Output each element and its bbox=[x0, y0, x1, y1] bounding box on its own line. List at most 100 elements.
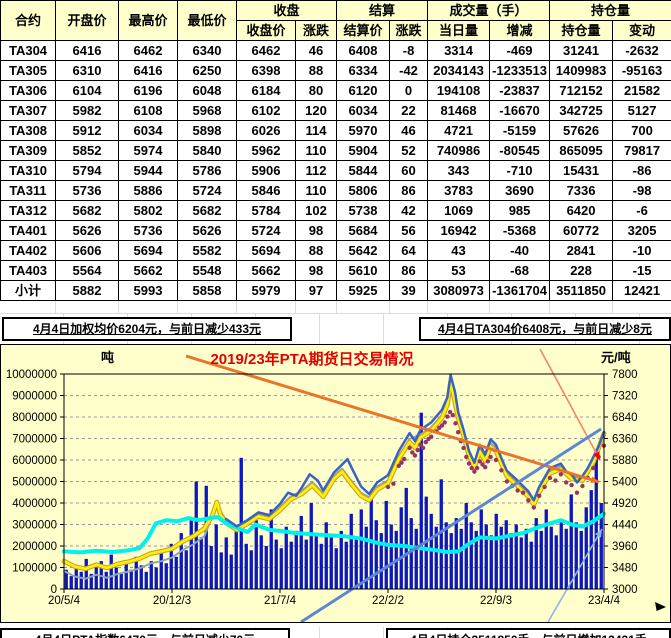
value-cell[interactable]: 46 bbox=[294, 40, 338, 61]
value-cell[interactable]: 5906 bbox=[236, 160, 296, 181]
value-cell[interactable]: 5974 bbox=[118, 140, 178, 161]
value-cell[interactable]: 53 bbox=[427, 260, 491, 281]
value-cell[interactable]: 7336 bbox=[549, 180, 614, 201]
value-cell[interactable]: 5784 bbox=[236, 200, 296, 221]
value-cell[interactable]: -6 bbox=[612, 200, 671, 221]
contract-cell[interactable]: TA401 bbox=[0, 220, 56, 241]
value-cell[interactable]: 6416 bbox=[118, 60, 178, 81]
value-cell[interactable]: 15431 bbox=[549, 160, 614, 181]
value-cell[interactable]: 22 bbox=[389, 100, 429, 121]
value-cell[interactable]: 5682 bbox=[177, 200, 237, 221]
value-cell[interactable]: 6196 bbox=[118, 80, 178, 101]
contract-cell[interactable]: TA310 bbox=[0, 160, 56, 181]
value-cell[interactable]: 5852 bbox=[55, 140, 119, 161]
value-cell[interactable]: 6310 bbox=[55, 60, 119, 81]
value-cell[interactable]: 0 bbox=[389, 80, 429, 101]
value-cell[interactable]: 86 bbox=[389, 180, 429, 201]
value-cell[interactable]: 2841 bbox=[549, 240, 614, 261]
value-cell[interactable]: 86 bbox=[389, 260, 429, 281]
contract-cell[interactable]: TA402 bbox=[0, 240, 56, 261]
value-cell[interactable]: 5925 bbox=[336, 280, 391, 301]
value-cell[interactable]: 5886 bbox=[118, 180, 178, 201]
contract-cell[interactable]: TA308 bbox=[0, 120, 56, 141]
value-cell[interactable]: 56 bbox=[389, 220, 429, 241]
value-cell[interactable]: 5898 bbox=[177, 120, 237, 141]
value-cell[interactable]: 3314 bbox=[427, 40, 491, 61]
value-cell[interactable]: 5610 bbox=[336, 260, 391, 281]
value-cell[interactable]: 98 bbox=[294, 220, 338, 241]
value-cell[interactable]: 5738 bbox=[336, 200, 391, 221]
value-cell[interactable]: 985 bbox=[489, 200, 551, 221]
value-cell[interactable]: -8 bbox=[389, 40, 429, 61]
value-cell[interactable]: 6462 bbox=[236, 40, 296, 61]
value-cell[interactable]: 5127 bbox=[612, 100, 671, 121]
value-cell[interactable]: 81468 bbox=[427, 100, 491, 121]
value-cell[interactable]: 5962 bbox=[236, 140, 296, 161]
value-cell[interactable]: 43 bbox=[427, 240, 491, 261]
value-cell[interactable]: 6398 bbox=[236, 60, 296, 81]
value-cell[interactable]: -23837 bbox=[489, 80, 551, 101]
contract-cell[interactable]: TA403 bbox=[0, 260, 56, 281]
contract-cell[interactable]: TA312 bbox=[0, 200, 56, 221]
value-cell[interactable]: 5882 bbox=[55, 280, 119, 301]
value-cell[interactable]: 5993 bbox=[118, 280, 178, 301]
value-cell[interactable]: -95163 bbox=[612, 60, 671, 81]
value-cell[interactable]: 5786 bbox=[177, 160, 237, 181]
value-cell[interactable]: 79817 bbox=[612, 140, 671, 161]
value-cell[interactable]: -40 bbox=[489, 240, 551, 261]
value-cell[interactable]: 5846 bbox=[236, 180, 296, 201]
value-cell[interactable]: 97 bbox=[294, 280, 338, 301]
value-cell[interactable]: -469 bbox=[489, 40, 551, 61]
value-cell[interactable]: -80545 bbox=[489, 140, 551, 161]
value-cell[interactable]: 6416 bbox=[55, 40, 119, 61]
value-cell[interactable]: 6334 bbox=[336, 60, 391, 81]
value-cell[interactable]: -10 bbox=[612, 240, 671, 261]
value-cell[interactable]: -15 bbox=[612, 260, 671, 281]
value-cell[interactable]: 5724 bbox=[177, 180, 237, 201]
value-cell[interactable]: 88 bbox=[294, 60, 338, 81]
value-cell[interactable]: 1409983 bbox=[549, 60, 614, 81]
value-cell[interactable]: 5606 bbox=[55, 240, 119, 261]
value-cell[interactable]: 5662 bbox=[236, 260, 296, 281]
value-cell[interactable]: 5626 bbox=[177, 220, 237, 241]
value-cell[interactable]: 5858 bbox=[177, 280, 237, 301]
value-cell[interactable]: 5662 bbox=[118, 260, 178, 281]
value-cell[interactable]: 342725 bbox=[549, 100, 614, 121]
value-cell[interactable]: 5736 bbox=[55, 180, 119, 201]
value-cell[interactable]: 6120 bbox=[336, 80, 391, 101]
value-cell[interactable]: 6420 bbox=[549, 200, 614, 221]
value-cell[interactable]: -16670 bbox=[489, 100, 551, 121]
value-cell[interactable]: -86 bbox=[612, 160, 671, 181]
value-cell[interactable]: 5684 bbox=[336, 220, 391, 241]
value-cell[interactable]: 6108 bbox=[118, 100, 178, 121]
value-cell[interactable]: 6104 bbox=[55, 80, 119, 101]
value-cell[interactable]: 3205 bbox=[612, 220, 671, 241]
value-cell[interactable]: 194108 bbox=[427, 80, 491, 101]
value-cell[interactable]: 88 bbox=[294, 240, 338, 261]
value-cell[interactable]: 6408 bbox=[336, 40, 391, 61]
value-cell[interactable]: 2034143 bbox=[427, 60, 491, 81]
value-cell[interactable]: 52 bbox=[389, 140, 429, 161]
contract-cell[interactable]: TA306 bbox=[0, 80, 56, 101]
value-cell[interactable]: 112 bbox=[294, 160, 338, 181]
value-cell[interactable]: 120 bbox=[294, 100, 338, 121]
value-cell[interactable]: 5694 bbox=[236, 240, 296, 261]
value-cell[interactable]: 5626 bbox=[55, 220, 119, 241]
value-cell[interactable]: 31241 bbox=[549, 40, 614, 61]
value-cell[interactable]: -5368 bbox=[489, 220, 551, 241]
value-cell[interactable]: 5642 bbox=[336, 240, 391, 261]
value-cell[interactable]: 5840 bbox=[177, 140, 237, 161]
value-cell[interactable]: 712152 bbox=[549, 80, 614, 101]
contract-cell[interactable]: TA307 bbox=[0, 100, 56, 121]
value-cell[interactable]: 3511850 bbox=[549, 280, 614, 301]
value-cell[interactable]: 5944 bbox=[118, 160, 178, 181]
value-cell[interactable]: 110 bbox=[294, 180, 338, 201]
value-cell[interactable]: 39 bbox=[389, 280, 429, 301]
value-cell[interactable]: 1069 bbox=[427, 200, 491, 221]
value-cell[interactable]: 42 bbox=[389, 200, 429, 221]
value-cell[interactable]: -710 bbox=[489, 160, 551, 181]
value-cell[interactable]: 5912 bbox=[55, 120, 119, 141]
value-cell[interactable]: 5970 bbox=[336, 120, 391, 141]
contract-cell[interactable]: TA309 bbox=[0, 140, 56, 161]
value-cell[interactable]: 102 bbox=[294, 200, 338, 221]
